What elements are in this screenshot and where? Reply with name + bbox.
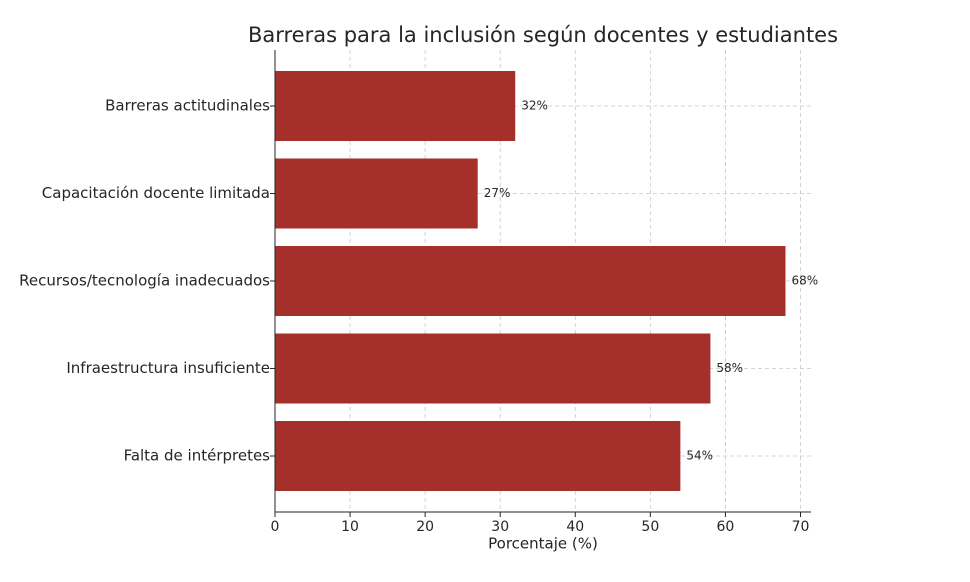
x-tick-label: 0 [271,519,280,535]
value-label: 58% [716,361,743,375]
y-tick-label: Infraestructura insuficiente [66,359,270,377]
value-label: 54% [686,449,713,463]
x-axis-label: Porcentaje (%) [488,535,598,553]
x-tick-label: 10 [341,519,359,535]
bar [275,333,711,404]
x-tick-label: 20 [416,519,434,535]
x-tick-label: 70 [792,519,810,535]
x-tick-label: 50 [641,519,659,535]
value-label: 27% [484,186,511,200]
bar [275,71,516,141]
y-tick-label: Capacitación docente limitada [42,184,270,202]
y-tick-label: Barreras actitudinales [105,97,270,115]
chart-title: Barreras para la inclusión según docente… [248,23,838,47]
y-tick-label: Falta de intérpretes [124,447,271,465]
bar [275,246,786,316]
value-label: 68% [791,274,818,288]
bar [275,421,681,491]
y-tick-label: Recursos/tecnología inadecuados [19,272,270,290]
bar [275,158,478,229]
value-label: 32% [521,99,548,113]
x-tick-label: 60 [717,519,735,535]
x-tick-label: 40 [566,519,584,535]
x-tick-label: 30 [491,519,509,535]
